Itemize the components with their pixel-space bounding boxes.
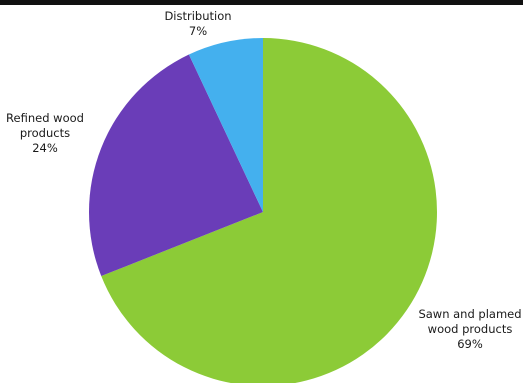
slice-label-1: products (20, 126, 70, 140)
slice-label-2: Distribution (164, 9, 231, 23)
pie-slices (89, 38, 438, 383)
slice-label-0: Sawn and plamed (418, 307, 521, 321)
slice-value-label-2: 7% (189, 24, 207, 38)
slice-value-label-1: 24% (32, 141, 58, 155)
slice-value-label-0: 69% (457, 337, 483, 351)
pie-slice-1 (89, 54, 264, 277)
pie-slice-0 (101, 38, 438, 383)
slice-label-1: Refined wood (6, 111, 84, 125)
pie-slice-2 (188, 38, 263, 212)
slice-label-0: wood products (428, 322, 513, 336)
title-divider (0, 0, 523, 5)
